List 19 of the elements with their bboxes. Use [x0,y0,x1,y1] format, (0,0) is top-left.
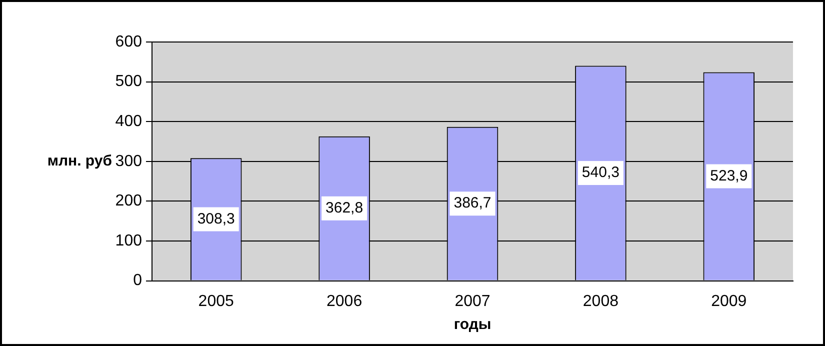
y-tick-label: 600 [115,33,142,50]
y-tick-label: 400 [115,113,142,130]
y-tick-label: 100 [115,232,142,250]
x-axis-title: годы [454,316,492,334]
y-tick-label: 200 [115,192,142,210]
y-axis-title: млн. руб [47,152,112,170]
data-label: 523,9 [710,167,748,184]
x-tick-label: 2007 [454,292,490,310]
y-tick-label: 0 [133,272,142,290]
x-tick-label: 2005 [198,292,234,310]
y-tick-label: 500 [115,73,142,90]
data-label: 540,3 [582,164,620,182]
data-label: 362,8 [326,199,364,216]
x-tick-label: 2006 [326,292,362,310]
x-tick-label: 2009 [711,292,747,310]
x-tick-label: 2008 [582,292,619,310]
data-label: 386,7 [454,194,492,212]
y-tick-label: 300 [115,152,142,170]
data-label: 308,3 [197,210,235,228]
